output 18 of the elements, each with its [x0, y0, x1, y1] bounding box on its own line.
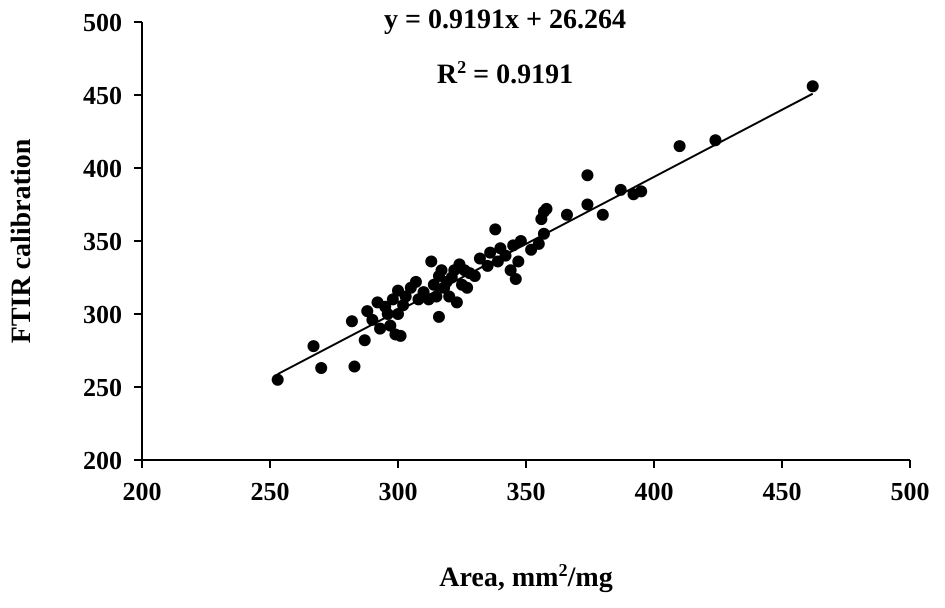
y-tick-label: 250: [83, 373, 122, 402]
x-tick-label: 350: [506, 477, 546, 506]
x-tick-label: 250: [250, 477, 290, 506]
y-tick-label: 450: [83, 81, 122, 110]
x-tick-label: 200: [122, 477, 162, 506]
x-tick-label: 500: [890, 477, 930, 506]
y-tick-label: 300: [83, 300, 122, 330]
x-tick-label: 450: [762, 477, 802, 506]
annotation: y = 0.9191x + 26.264: [384, 4, 626, 35]
y-tick-label: 500: [83, 8, 122, 38]
x-tick-label: 400: [634, 477, 674, 506]
annotation: R$^{2}$ = 0.9191: [436, 57, 574, 90]
x-axis-title: Area, mm$^{2}$/mg: [439, 560, 613, 593]
x-tick-label: 300: [378, 477, 418, 506]
y-tick-label: 200: [83, 446, 122, 476]
y-tick-label: 400: [83, 154, 122, 184]
y-tick-label: 350: [83, 227, 122, 256]
y-axis-title: FTIR calibration: [6, 138, 37, 344]
